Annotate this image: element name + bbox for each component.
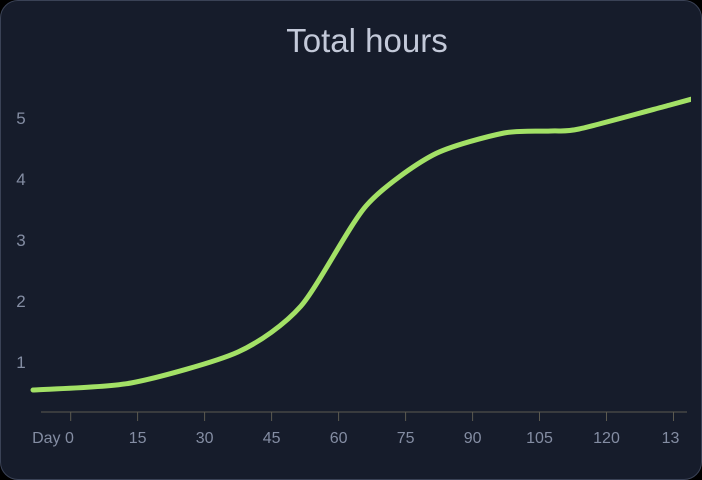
- svg-text:5: 5: [16, 109, 25, 128]
- svg-text:Day 0: Day 0: [32, 430, 74, 447]
- svg-text:3: 3: [16, 231, 25, 250]
- svg-text:90: 90: [464, 430, 482, 447]
- svg-text:105: 105: [526, 430, 553, 447]
- svg-text:60: 60: [330, 430, 348, 447]
- svg-text:75: 75: [397, 430, 415, 447]
- svg-text:135: 135: [662, 430, 689, 447]
- svg-text:30: 30: [196, 430, 214, 447]
- svg-text:120: 120: [593, 430, 620, 447]
- svg-text:4: 4: [16, 170, 25, 189]
- svg-text:1: 1: [16, 353, 25, 372]
- svg-text:45: 45: [263, 430, 281, 447]
- svg-text:2: 2: [16, 292, 25, 311]
- svg-text:15: 15: [129, 430, 147, 447]
